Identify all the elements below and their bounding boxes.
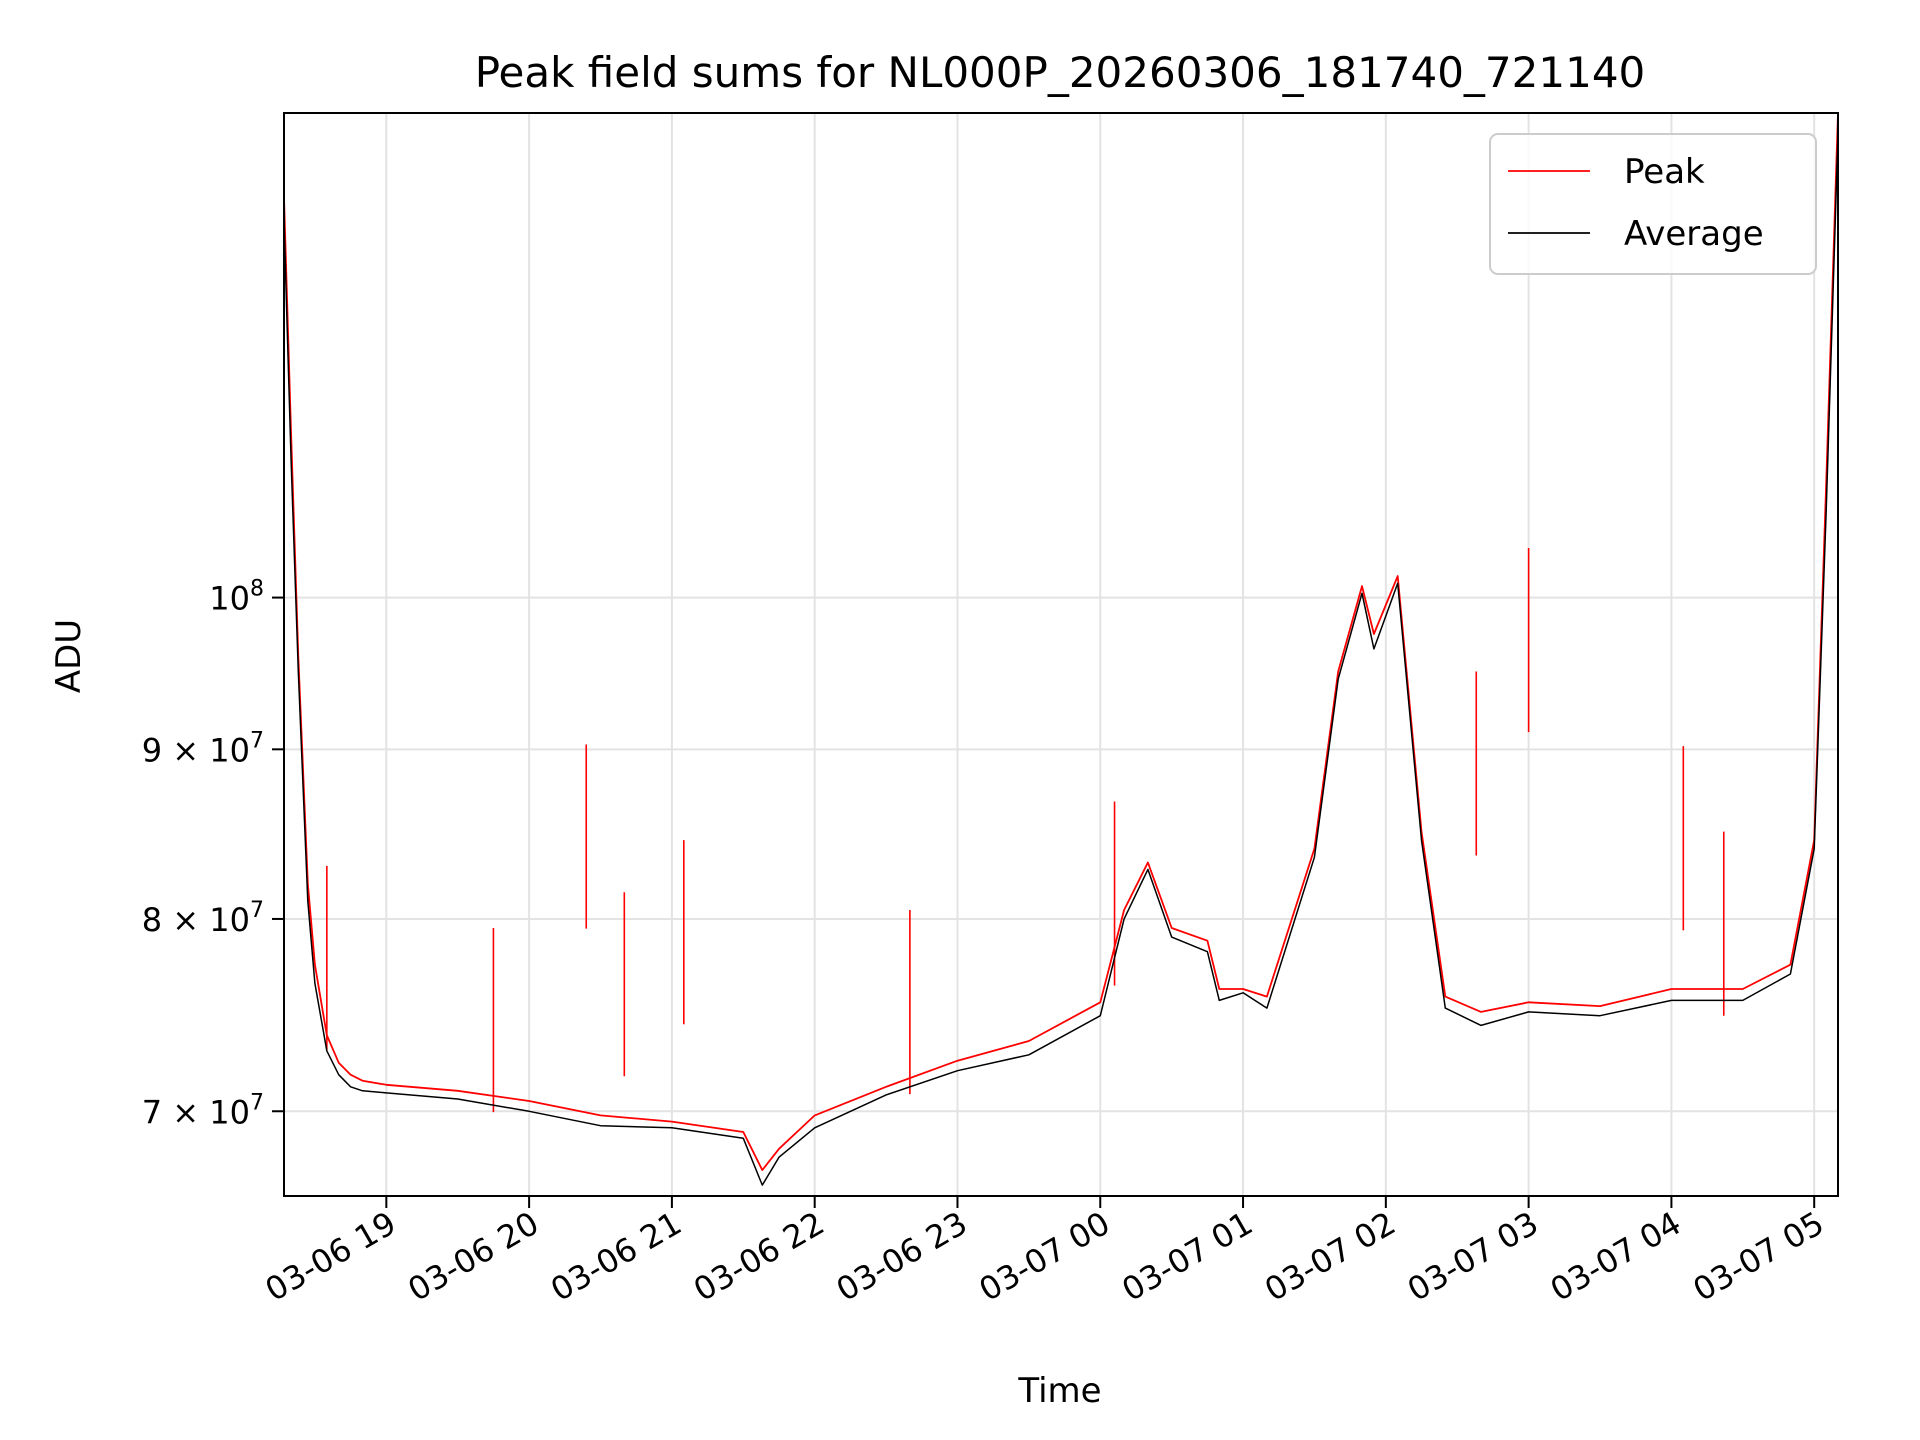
y-tick-label: 108 bbox=[209, 577, 264, 618]
y-tick-label: 7 × 107 bbox=[142, 1090, 264, 1131]
plot-frame bbox=[283, 112, 1839, 1197]
legend-label-peak: Peak bbox=[1624, 152, 1705, 192]
legend: Peak Average bbox=[1489, 133, 1817, 275]
series-group bbox=[284, 113, 1838, 1186]
y-axis-ticks: 7 × 107 8 × 107 9 × 107 108 bbox=[142, 577, 284, 1131]
y-axis-label: ADU bbox=[49, 619, 89, 693]
legend-label-average: Average bbox=[1624, 214, 1764, 254]
y-tick-label: 9 × 107 bbox=[142, 728, 264, 769]
series-line-average bbox=[284, 133, 1838, 1186]
series-line-peak bbox=[284, 113, 1838, 1171]
y-tick-label: 8 × 107 bbox=[142, 898, 264, 939]
x-axis-label: Time bbox=[1017, 1371, 1101, 1411]
grid-lines bbox=[284, 113, 1838, 1196]
chart-title: Peak field sums for NL000P_20260306_1817… bbox=[475, 48, 1646, 97]
series-layer bbox=[284, 113, 1838, 1186]
legend-box bbox=[1489, 133, 1817, 275]
